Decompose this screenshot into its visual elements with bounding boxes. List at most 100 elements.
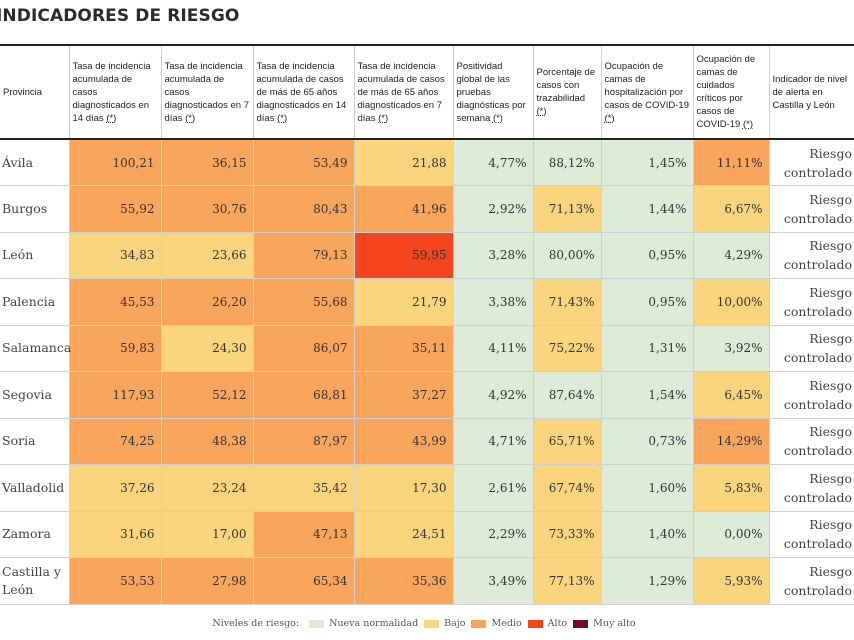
indicator-cell: 59,83 [69,325,162,372]
legend-item-label: Alto [547,618,568,629]
indicator-cell: 71,13% [533,185,602,233]
alert-level-cell: Riesgo controlado [769,232,854,279]
indicator-cell: 88,12% [533,139,602,186]
indicator-cell: 17,00 [161,511,254,558]
legend-item: Medio [471,618,522,629]
alert-level-cell: Riesgo controlado [769,325,854,372]
indicator-cell: 35,11 [354,325,454,372]
table-row: Burgos 55,92 30,76 80,43 41,96 2,92% 71,13% 1,4… [0,185,854,233]
indicator-cell: 35,36 [354,557,454,605]
indicator-cell: 74,25 [69,418,162,465]
indicator-cell: 68,81 [253,371,355,419]
legend-item: Muy alto [573,618,636,629]
indicator-cell: 1,60% [601,464,694,512]
column-header-note: (*) [277,112,288,124]
column-header-text: Positividad global de las pruebas diagnó… [456,60,526,124]
indicator-cell: 31,66 [69,511,162,558]
indicator-cell: 4,92% [453,371,534,419]
indicator-cell: 23,24 [161,464,254,512]
indicator-cell: 24,30 [161,325,254,372]
indicator-cell: 21,79 [354,278,454,326]
alert-level-cell: Riesgo controlado [769,511,854,558]
indicator-cell: 27,98 [161,557,254,605]
legend-swatch [309,619,325,628]
legend-item-label: Medio [491,618,522,629]
indicator-cell: 48,38 [161,418,254,465]
legend-item-label: Muy alto [593,618,636,629]
indicator-cell: 52,12 [161,371,254,419]
column-header: Ocupación de camas de hospitalización po… [601,44,694,140]
table-body: Ávila 100,21 36,15 53,49 21,88 4,77% 88,12% 1,4… [0,139,854,605]
page-title: INDICADORES DE RIESGO [0,6,240,26]
indicator-cell: 41,96 [354,185,454,233]
column-header: Positividad global de las pruebas diagnó… [453,44,534,140]
indicator-cell: 37,26 [69,464,162,512]
indicator-cell: 1,40% [601,511,694,558]
table-row: Segovia 117,93 52,12 68,81 37,27 4,92% 87,64% 1… [0,371,854,419]
indicator-cell: 0,95% [601,232,694,279]
indicator-cell: 1,54% [601,371,694,419]
indicator-cell: 53,53 [69,557,162,605]
table-row: Palencia 45,53 26,20 55,68 21,79 3,38% 71,43% 0… [0,278,854,326]
province-cell: Palencia [0,278,70,326]
legend-item-label: Nueva normalidad [329,618,419,629]
indicator-cell: 80,00% [533,232,602,279]
risk-legend: Niveles de riesgo: Nueva normalidad Bajo M… [0,618,854,629]
indicator-cell: 65,34 [253,557,355,605]
indicator-cell: 55,68 [253,278,355,326]
column-header: Porcentaje de casos con trazabilidad (*) [533,44,602,140]
province-cell: Valladolid [0,464,70,512]
indicator-cell: 86,07 [253,325,355,372]
indicator-cell: 67,74% [533,464,602,512]
column-header-note: (*) [742,119,753,130]
indicator-cell: 3,92% [693,325,770,372]
indicator-cell: 24,51 [354,511,454,558]
indicator-cell: 59,95 [354,232,454,279]
indicator-cell: 65,71% [533,418,602,465]
column-header: Indicador de nivel de alerta en Castilla… [769,44,854,140]
table-header-row: Provincia Tasa de incidencia acumulada de… [0,44,854,140]
province-cell: Soria [0,418,70,465]
indicator-cell: 55,92 [69,185,162,233]
province-cell: Salamanca [0,325,71,372]
table-row: Ávila 100,21 36,15 53,49 21,88 4,77% 88,12% 1,4… [0,139,854,186]
indicator-cell: 23,66 [161,232,254,279]
indicator-cell: 79,13 [253,232,355,279]
legend-item-label: Bajo [444,618,466,629]
indicator-cell: 45,53 [69,278,162,326]
indicator-cell: 3,38% [453,278,534,326]
indicator-cell: 117,93 [69,371,162,419]
indicator-cell: 77,13% [533,557,602,605]
alert-level-cell: Riesgo controlado [769,371,854,419]
indicator-cell: 4,77% [453,139,534,186]
indicator-cell: 53,49 [253,139,355,186]
risk-indicators-table: Provincia Tasa de incidencia acumulada de… [0,44,854,605]
indicator-cell: 21,88 [354,139,454,186]
indicator-cell: 0,73% [601,418,694,465]
column-header: Ocupación de camas de cuidados críticos … [693,44,770,140]
column-header-note: (*) [378,112,389,124]
alert-level-cell: Riesgo controlado [769,139,854,186]
column-header-note: (*) [106,112,117,124]
indicator-cell: 100,21 [69,139,162,186]
column-header: Provincia [0,44,70,140]
province-cell: Ávila [0,139,70,186]
indicator-cell: 73,33% [533,511,602,558]
indicator-cell: 1,44% [601,185,694,233]
indicator-cell: 36,15 [161,139,254,186]
province-cell: Zamora [0,511,70,558]
legend-item: Nueva normalidad [309,618,418,629]
column-header-text: Tasa de incidencia acumulada de casos de… [357,60,445,124]
indicator-cell: 2,29% [453,511,534,558]
indicator-cell: 87,64% [533,371,602,419]
legend-item: Alto [527,618,568,629]
indicator-cell: 10,00% [693,278,770,326]
table-row: Castilla y León 53,53 27,98 65,34 35,36 3,49%… [0,557,854,605]
column-header-text: Porcentaje de casos con trazabilidad [536,67,596,104]
indicator-cell: 87,97 [253,418,355,465]
indicator-cell: 3,49% [453,557,534,605]
indicator-cell: 1,31% [601,325,694,372]
province-cell: Castilla y León [0,557,70,605]
legend-swatch [527,619,543,628]
column-header-note: (*) [492,112,503,124]
